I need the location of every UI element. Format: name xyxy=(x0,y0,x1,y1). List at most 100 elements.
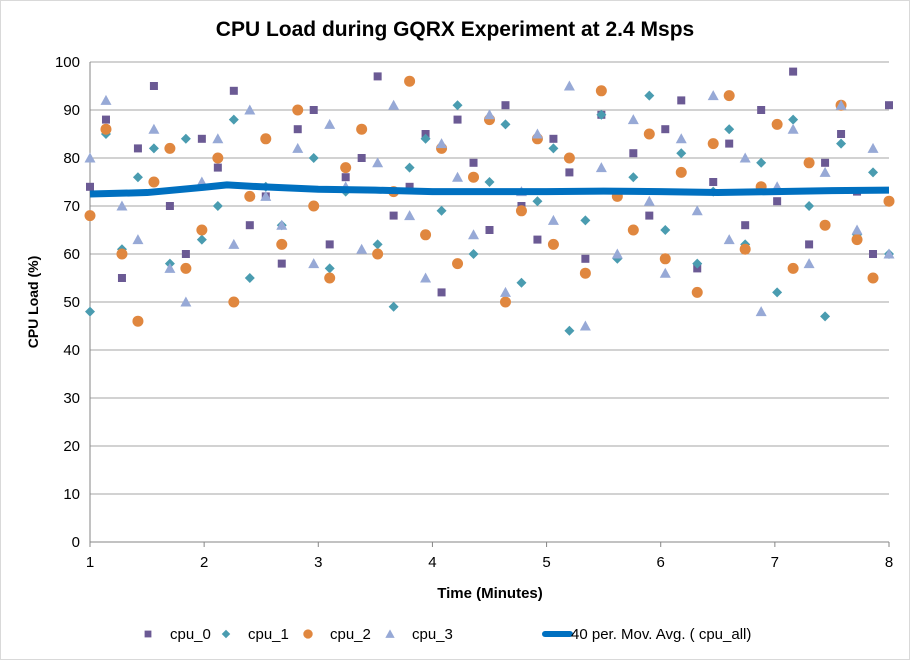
cpu_0-point xyxy=(117,274,126,282)
cpu_0-point xyxy=(581,254,590,263)
cpu_1-point xyxy=(180,133,191,144)
y-tick-label: 50 xyxy=(63,294,80,311)
cpu_1-point xyxy=(788,114,799,125)
cpu_0-point xyxy=(437,288,446,297)
cpu_2-point xyxy=(691,286,703,298)
cpu_1-point xyxy=(372,239,383,250)
cpu_3-point xyxy=(803,258,815,269)
cpu_0-point xyxy=(805,240,814,249)
y-tick-label: 30 xyxy=(63,390,80,407)
cpu_2-point xyxy=(180,262,192,274)
cpu_0-point xyxy=(533,235,542,244)
cpu_2-point xyxy=(292,104,304,116)
x-tick-label: 1 xyxy=(86,554,94,571)
y-tick-label: 60 xyxy=(63,246,80,263)
cpu_2-point xyxy=(164,142,176,154)
cpu_0-point xyxy=(549,134,558,143)
cpu_1-point xyxy=(516,277,527,288)
cpu_3-point xyxy=(659,267,671,278)
cpu_3-point xyxy=(420,272,432,283)
cpu_1-point xyxy=(308,153,319,163)
cpu_2-point xyxy=(276,238,288,250)
cpu_2-point xyxy=(595,85,607,97)
cpu_0-point xyxy=(181,250,190,258)
cpu_0-point xyxy=(677,96,686,105)
cpu_1-point xyxy=(484,177,495,187)
cpu_3-point xyxy=(404,210,416,221)
cpu_3-point xyxy=(611,248,623,259)
cpu_0-point xyxy=(773,197,782,206)
cpu_0-point xyxy=(293,125,302,134)
cpu_1-point xyxy=(580,215,591,226)
cpu_0-point xyxy=(869,250,878,258)
cpu_3-point xyxy=(563,80,575,91)
cpu_0-point xyxy=(357,154,366,162)
cpu_2-point xyxy=(675,166,687,178)
x-axis-ticks: 1 2 3 4 5 6 7 8 xyxy=(86,554,893,571)
cpu_2-point xyxy=(116,248,128,260)
cpu_3-point xyxy=(819,166,831,177)
cpu_2-point xyxy=(515,205,527,217)
cpu_3-point xyxy=(739,152,751,163)
legend-cpu_0-marker xyxy=(144,630,152,638)
cpu_2-point xyxy=(468,171,480,183)
cpu_2-point xyxy=(372,248,384,260)
cpu_0-point xyxy=(245,221,254,230)
legend-cpu_2-marker xyxy=(303,629,313,639)
cpu_2-point xyxy=(132,315,144,327)
cpu_0-point xyxy=(821,158,830,167)
y-axis-label: CPU Load (%) xyxy=(25,256,41,349)
cpu_0-point xyxy=(373,72,382,81)
y-tick-label: 40 xyxy=(63,342,80,359)
cpu_0-point xyxy=(197,134,206,143)
cpu_1-point xyxy=(500,119,511,130)
cpu_2-point xyxy=(244,190,256,202)
cpu_3-point xyxy=(867,142,879,153)
cpu_3-point xyxy=(228,238,240,249)
cpu_2-point xyxy=(228,296,240,308)
cpu_3-point xyxy=(148,123,160,134)
moving-average-line xyxy=(89,181,890,198)
cpu_2-point xyxy=(723,90,735,102)
cpu_0-point xyxy=(165,202,174,210)
cpu_1-point xyxy=(868,167,879,178)
cpu_2-point xyxy=(499,296,511,308)
cpu_1-point xyxy=(228,114,239,125)
cpu_0-point xyxy=(565,168,574,177)
cpu_1-point xyxy=(772,287,783,298)
cpu_3-point xyxy=(164,262,176,273)
cpu_0-point xyxy=(389,211,398,220)
cpu_1-point xyxy=(148,143,159,154)
cpu_2-point xyxy=(452,258,464,270)
y-tick-label: 20 xyxy=(63,438,80,455)
cpu_2-point xyxy=(579,267,591,279)
cpu_3-point xyxy=(627,114,639,125)
cpu_1-point xyxy=(436,205,447,216)
cpu_1-point xyxy=(420,133,431,144)
cpu_0-point xyxy=(213,163,222,172)
cpu_3-point xyxy=(260,190,272,201)
y-tick-label: 10 xyxy=(63,486,80,503)
cpu_0-point xyxy=(645,211,654,220)
cpu_2-point xyxy=(867,272,879,284)
cpu_1-point xyxy=(644,90,655,101)
cpu_3-point xyxy=(436,138,448,149)
x-tick-label: 7 xyxy=(771,554,779,571)
cpu_1-point xyxy=(564,325,575,336)
cpu_0-point xyxy=(485,226,494,234)
legend: cpu_0 cpu_1 cpu_2 cpu_3 40 per. Mov. Avg. ( … xyxy=(144,626,751,643)
cpu_3-point xyxy=(452,171,464,182)
cpu_3-point xyxy=(883,248,895,259)
legend-cpu_3-label: cpu_3 xyxy=(412,626,453,643)
cpu_0-point xyxy=(309,106,318,114)
cpu_1-point xyxy=(468,249,479,259)
moving-average xyxy=(89,181,890,198)
cpu_3-point xyxy=(835,99,847,110)
cpu_0-point xyxy=(325,240,334,249)
cpu_2-point xyxy=(739,243,751,255)
legend-cpu_1-marker xyxy=(221,629,231,639)
cpu_2-point xyxy=(404,75,416,87)
cpu_3-point xyxy=(484,109,495,120)
cpu_0-point xyxy=(229,86,238,95)
